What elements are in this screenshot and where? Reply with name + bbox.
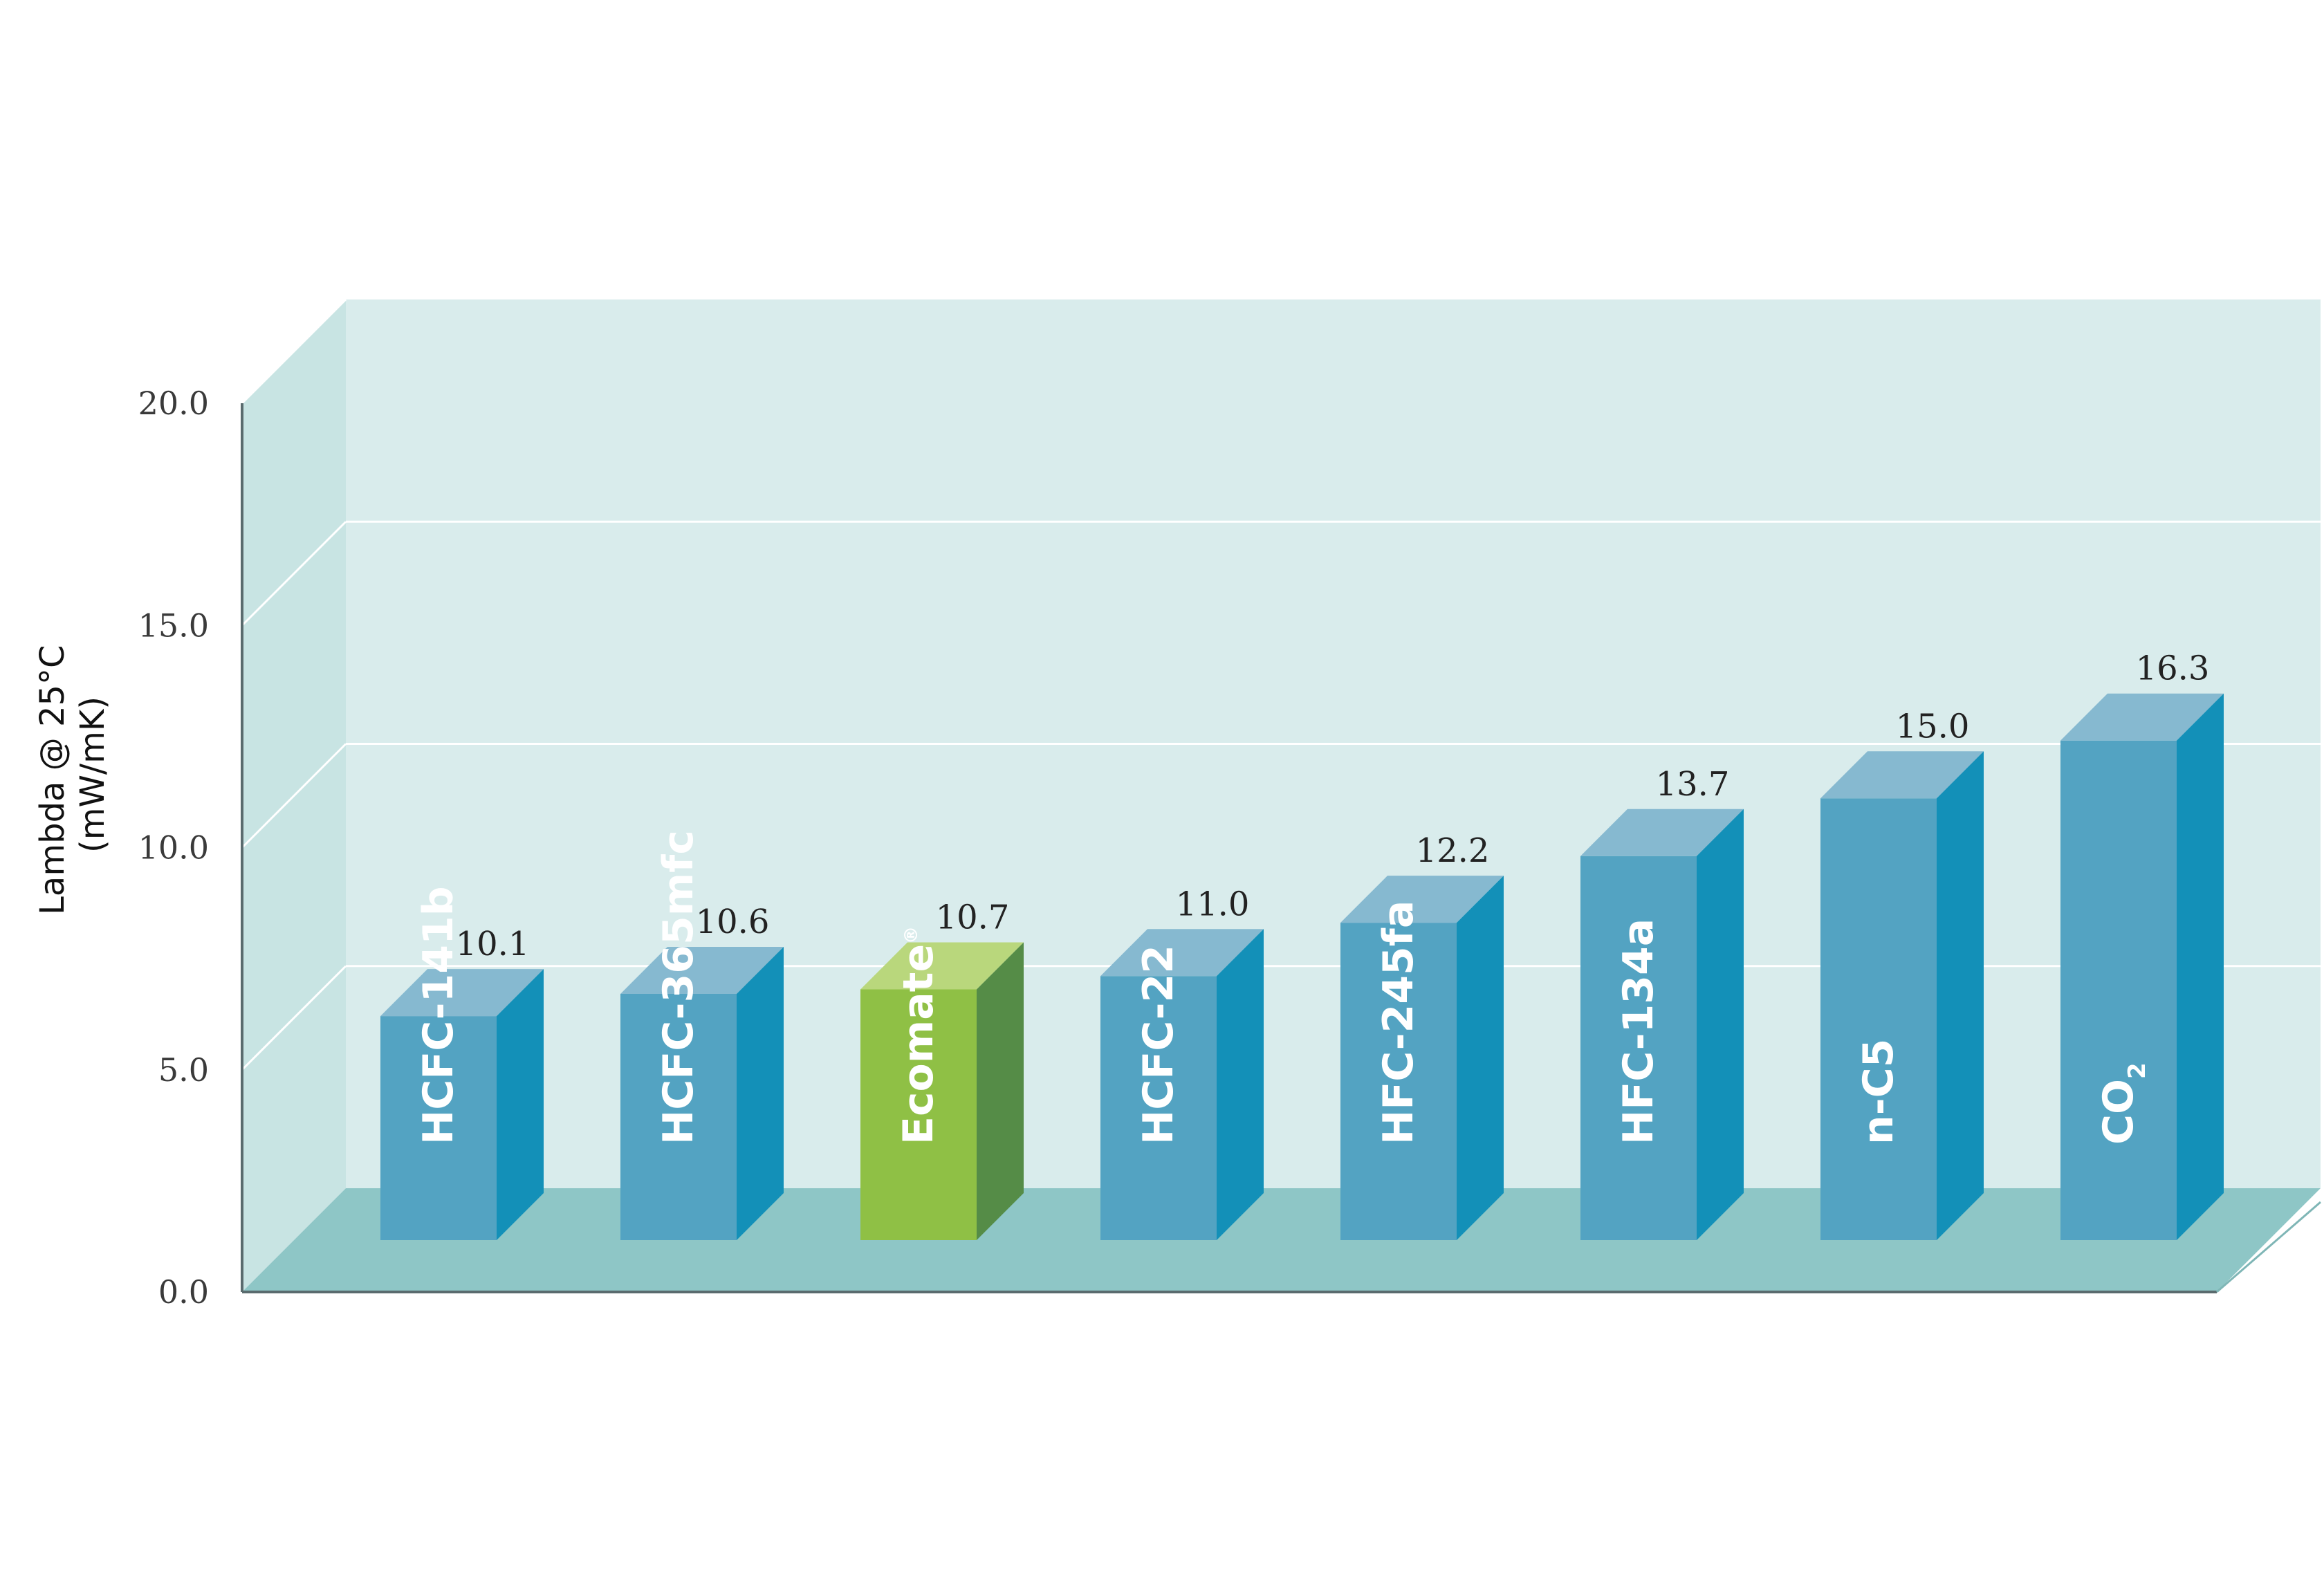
bar-3: Ecomate® (860, 926, 1024, 1240)
bar-front (380, 1016, 497, 1240)
bar-side (2177, 693, 2224, 1240)
y-axis-title-line2: (mW/mK) (73, 696, 112, 853)
y-axis-title-line1: Lambda @ 25°C (33, 645, 72, 914)
bar-label-text: n-C5 (1854, 1039, 1903, 1145)
y-tick-label: 10.0 (138, 829, 209, 867)
bar-top (1580, 809, 1744, 856)
floor-edge (2216, 1201, 2321, 1293)
value-label: 10.7 (936, 898, 1010, 937)
bar-top (860, 942, 1024, 990)
value-label: 13.7 (1656, 765, 1730, 804)
bar-top (2060, 693, 2224, 741)
bar-4: HCFC-22 (1100, 929, 1264, 1240)
value-label: 10.6 (696, 903, 770, 941)
floor (242, 1188, 2321, 1292)
y-tick-label: 15.0 (138, 607, 209, 644)
bar-label-text: HFC-245fa (1374, 901, 1423, 1145)
bar-front (1580, 856, 1697, 1240)
bar-label-text: Ecomate (894, 944, 943, 1145)
y-tick-label: 20.0 (138, 385, 209, 422)
bar-label-text: HCFC-141b (414, 886, 463, 1145)
bar-side (1217, 929, 1264, 1240)
y-axis: 0.0 5.0 10.0 15.0 20.0 (138, 385, 2321, 1311)
bar-label-text: HCFC-22 (1134, 945, 1183, 1145)
bar-label-sup: ® (901, 926, 922, 944)
bar-front (2060, 740, 2177, 1240)
bar-label: n-C5 (1854, 1039, 1903, 1145)
y-tick-label: 0.0 (158, 1273, 209, 1311)
bar-2: HCFC-365mfc (620, 830, 784, 1240)
bar-side (1457, 876, 1504, 1240)
gridline-diagonal (241, 965, 347, 1071)
bar-top (380, 969, 544, 1017)
bar-top (620, 946, 784, 994)
bar-label: HCFC-365mfc (654, 830, 703, 1145)
y-tick-label: 5.0 (158, 1051, 209, 1089)
gridline-diagonal (241, 743, 347, 849)
bar-front (860, 989, 977, 1240)
gridline-diagonal (241, 521, 347, 627)
bar-top (1340, 876, 1504, 923)
bar-side (977, 942, 1024, 1240)
bar-label-text: HFC-134a (1614, 918, 1663, 1145)
bars: HCFC-141b HCFC-365mfc Ecomate® HCFC-22 HFC-2… (380, 693, 2224, 1240)
value-labels: 10.1 10.6 10.7 11.0 12.2 13.7 15.0 16.3 (456, 649, 2210, 963)
bar-1: HCFC-141b (380, 886, 544, 1240)
bar-label-text: CO (2094, 1079, 2143, 1145)
bar-side (1697, 809, 1744, 1240)
value-label: 10.1 (456, 925, 530, 963)
bar-8: CO2 (2060, 693, 2224, 1240)
bar-front (1340, 923, 1457, 1240)
y-axis-title: Lambda @ 25°C (mW/mK) (33, 634, 112, 915)
gridline-diagonal (241, 298, 347, 405)
bar-side (497, 969, 544, 1240)
bar-label-sub: 2 (2123, 1062, 2151, 1079)
bar-side (737, 946, 784, 1240)
bar-label: HFC-245fa (1374, 901, 1423, 1145)
bar-label: HCFC-141b (414, 886, 463, 1145)
bar-label-text: HCFC-365mfc (654, 830, 703, 1145)
bar-label: Ecomate® (894, 926, 943, 1145)
bar-front (620, 993, 737, 1240)
bar-5: HFC-245fa (1340, 876, 1504, 1240)
bar-top (1100, 929, 1264, 977)
value-label: 11.0 (1176, 885, 1250, 923)
bar-label: HFC-134a (1614, 918, 1663, 1145)
bar-6: HFC-134a (1580, 809, 1744, 1240)
bar-7: n-C5 (1820, 751, 1984, 1240)
value-label: 16.3 (2136, 649, 2210, 688)
bar-side (1937, 751, 1984, 1240)
value-label: 12.2 (1416, 831, 1490, 870)
bar-front (1100, 976, 1217, 1240)
bar-label: HCFC-22 (1134, 945, 1183, 1145)
chart-background (242, 299, 2321, 1292)
bar-top (1820, 751, 1984, 799)
value-label: 15.0 (1896, 707, 1970, 746)
bar-label: CO2 (2094, 1062, 2151, 1145)
bar-front (1820, 798, 1937, 1240)
